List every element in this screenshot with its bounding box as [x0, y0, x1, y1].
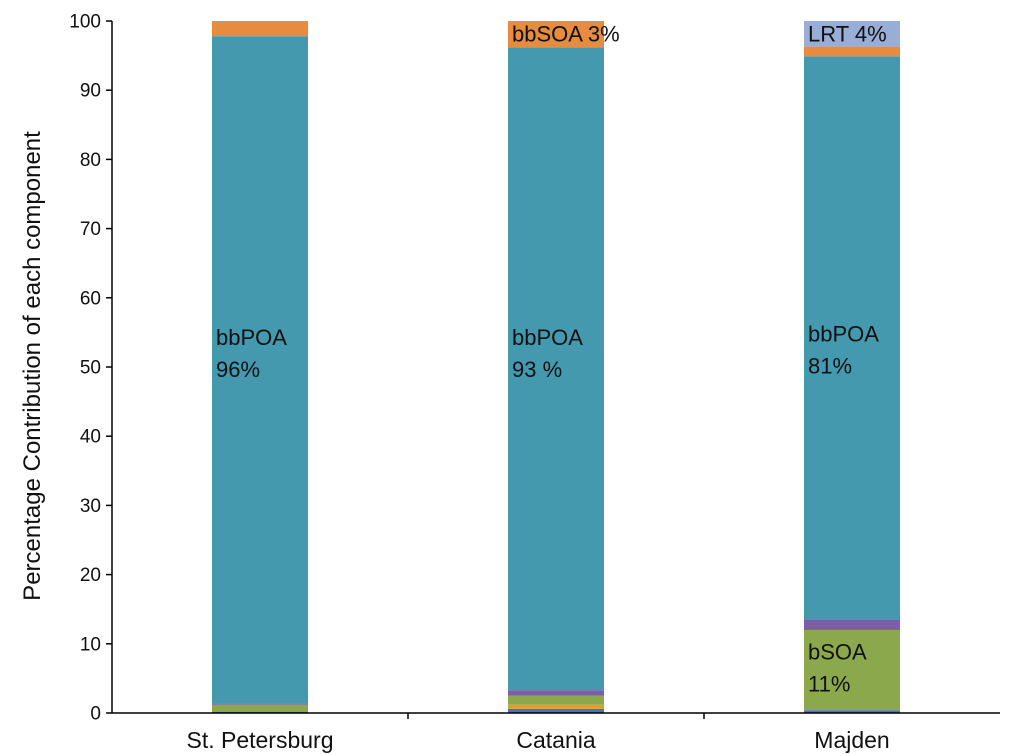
bar-segment-catania-4 — [508, 47, 604, 691]
bar-segment-st-petersburg-3 — [212, 703, 308, 705]
bar-segment-catania-1 — [508, 704, 604, 709]
bar-segment-majden-3 — [804, 619, 900, 630]
bar-segment-majden-6 — [804, 21, 900, 47]
y-tick-label: 20 — [80, 565, 101, 586]
y-ticks-layer: 0 10 20 30 40 50 60 70 80 90 100 — [69, 12, 112, 725]
y-tick-label: 100 — [69, 12, 101, 33]
bar-segment-st-petersburg-4 — [212, 36, 308, 704]
bar-segment-majden-0 — [804, 710, 900, 713]
y-axis-label: Percentage Contribution of each componen… — [19, 131, 46, 601]
x-category-label: St. Petersburg — [186, 727, 333, 753]
y-tick-label: 80 — [80, 150, 101, 171]
bar-annotation: bbSOA 3% — [512, 21, 620, 46]
x-category-label: Catania — [516, 727, 595, 753]
y-tick-label: 60 — [80, 288, 101, 309]
bar-segment-st-petersburg-2 — [212, 704, 308, 712]
y-tick-label: 40 — [80, 427, 101, 448]
bar-segment-catania-0 — [508, 708, 604, 713]
annotations-layer: bbPOA 96% bbPOA 93 % bbPOA 81% bbSOA 3% LRT 4% b… — [216, 21, 887, 696]
bar-segment-catania-2 — [508, 695, 604, 705]
y-tick-label: 70 — [80, 219, 101, 240]
bar-annotation: bbPOA 93 % — [512, 325, 583, 382]
bar-segment-st-petersburg-5 — [212, 21, 308, 37]
x-categories-layer: St. Petersburg Catania Majden — [186, 713, 890, 753]
bar-segment-majden-4 — [804, 56, 900, 620]
y-tick-label: 0 — [90, 704, 101, 725]
bar-annotation: LRT 4% — [808, 21, 887, 46]
x-category-label: Majden — [814, 727, 889, 753]
bar-segment-majden-2 — [804, 629, 900, 711]
bar-segment-catania-5 — [508, 21, 604, 48]
bar-segment-catania-3 — [508, 690, 604, 696]
y-tick-label: 50 — [80, 358, 101, 379]
y-tick-label: 10 — [80, 634, 101, 655]
bars-layer — [212, 21, 900, 713]
bar-annotation: bbPOA 96% — [216, 325, 287, 382]
y-tick-label: 90 — [80, 81, 101, 102]
bar-annotation: bSOA 11% — [808, 639, 867, 696]
bar-annotation: bbPOA 81% — [808, 322, 879, 379]
y-tick-label: 30 — [80, 496, 101, 517]
bar-segment-majden-5 — [804, 46, 900, 57]
